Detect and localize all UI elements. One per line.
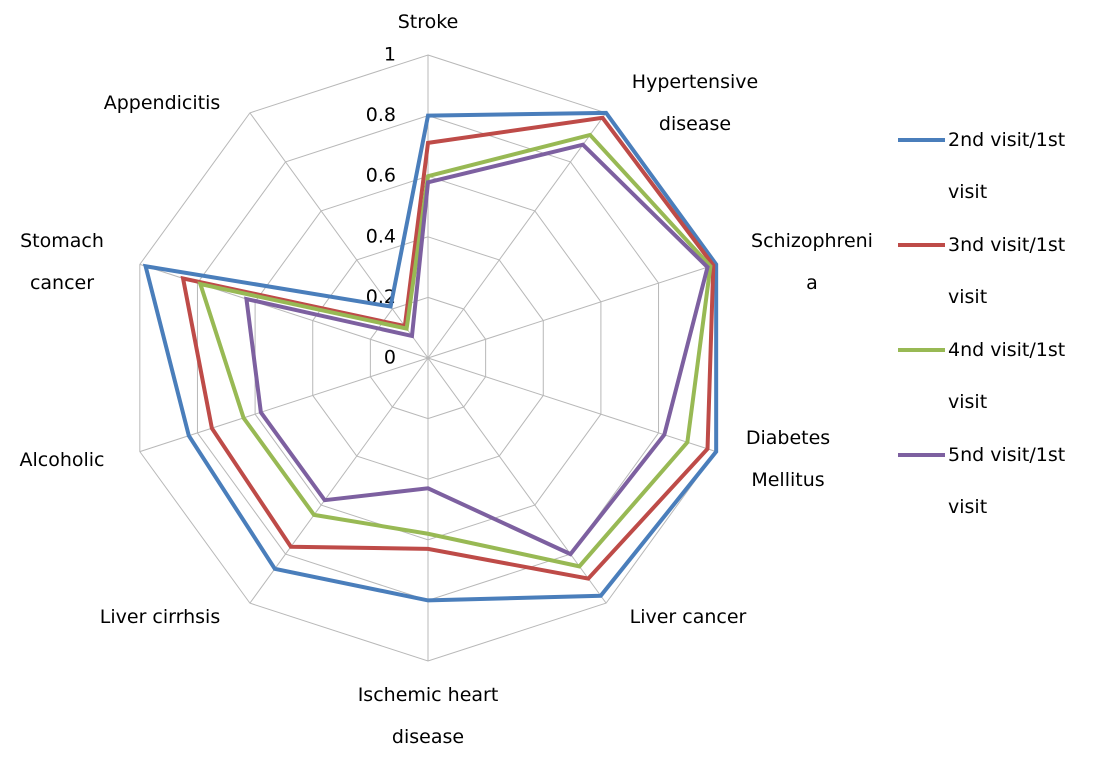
tick-label: 0.6: [366, 165, 396, 187]
legend-label: 3nd visit/1st visit: [948, 234, 1066, 308]
tick-label: 0.4: [366, 225, 396, 247]
axis-label: Liver cancer: [629, 606, 747, 628]
axis-label: Stomach cancer: [20, 230, 104, 294]
axis-label: Hypertensive disease: [631, 71, 759, 135]
series-line: [180, 115, 716, 581]
legend-label: 5nd visit/1st visit: [948, 444, 1066, 518]
spoke: [427, 112, 607, 359]
legend-label: 2nd visit/1st visit: [948, 129, 1066, 203]
axis-label: Appendicitis: [103, 92, 221, 114]
axis-label: Stroke: [397, 11, 459, 33]
spoke: [249, 112, 429, 359]
series-line: [244, 142, 710, 557]
tick-label: 0.8: [366, 104, 396, 126]
axis-label: Ischemic heart disease: [357, 684, 499, 748]
axis-label: Liver cirrhsis: [99, 606, 221, 628]
spoke: [427, 357, 607, 604]
axis-label: Diabetes Mellitus: [745, 427, 831, 491]
spoke: [427, 263, 717, 359]
legend-label: 4nd visit/1st visit: [948, 339, 1066, 413]
tick-label: 0: [384, 347, 396, 369]
axis-label: Schizophrenia: [751, 230, 873, 294]
series-line: [142, 110, 719, 603]
series-line: [197, 132, 713, 569]
axis-label: Alcoholic: [19, 449, 105, 471]
spoke: [249, 357, 429, 604]
spoke: [427, 357, 717, 453]
tick-label: 1: [384, 44, 396, 66]
spoke: [139, 357, 429, 453]
